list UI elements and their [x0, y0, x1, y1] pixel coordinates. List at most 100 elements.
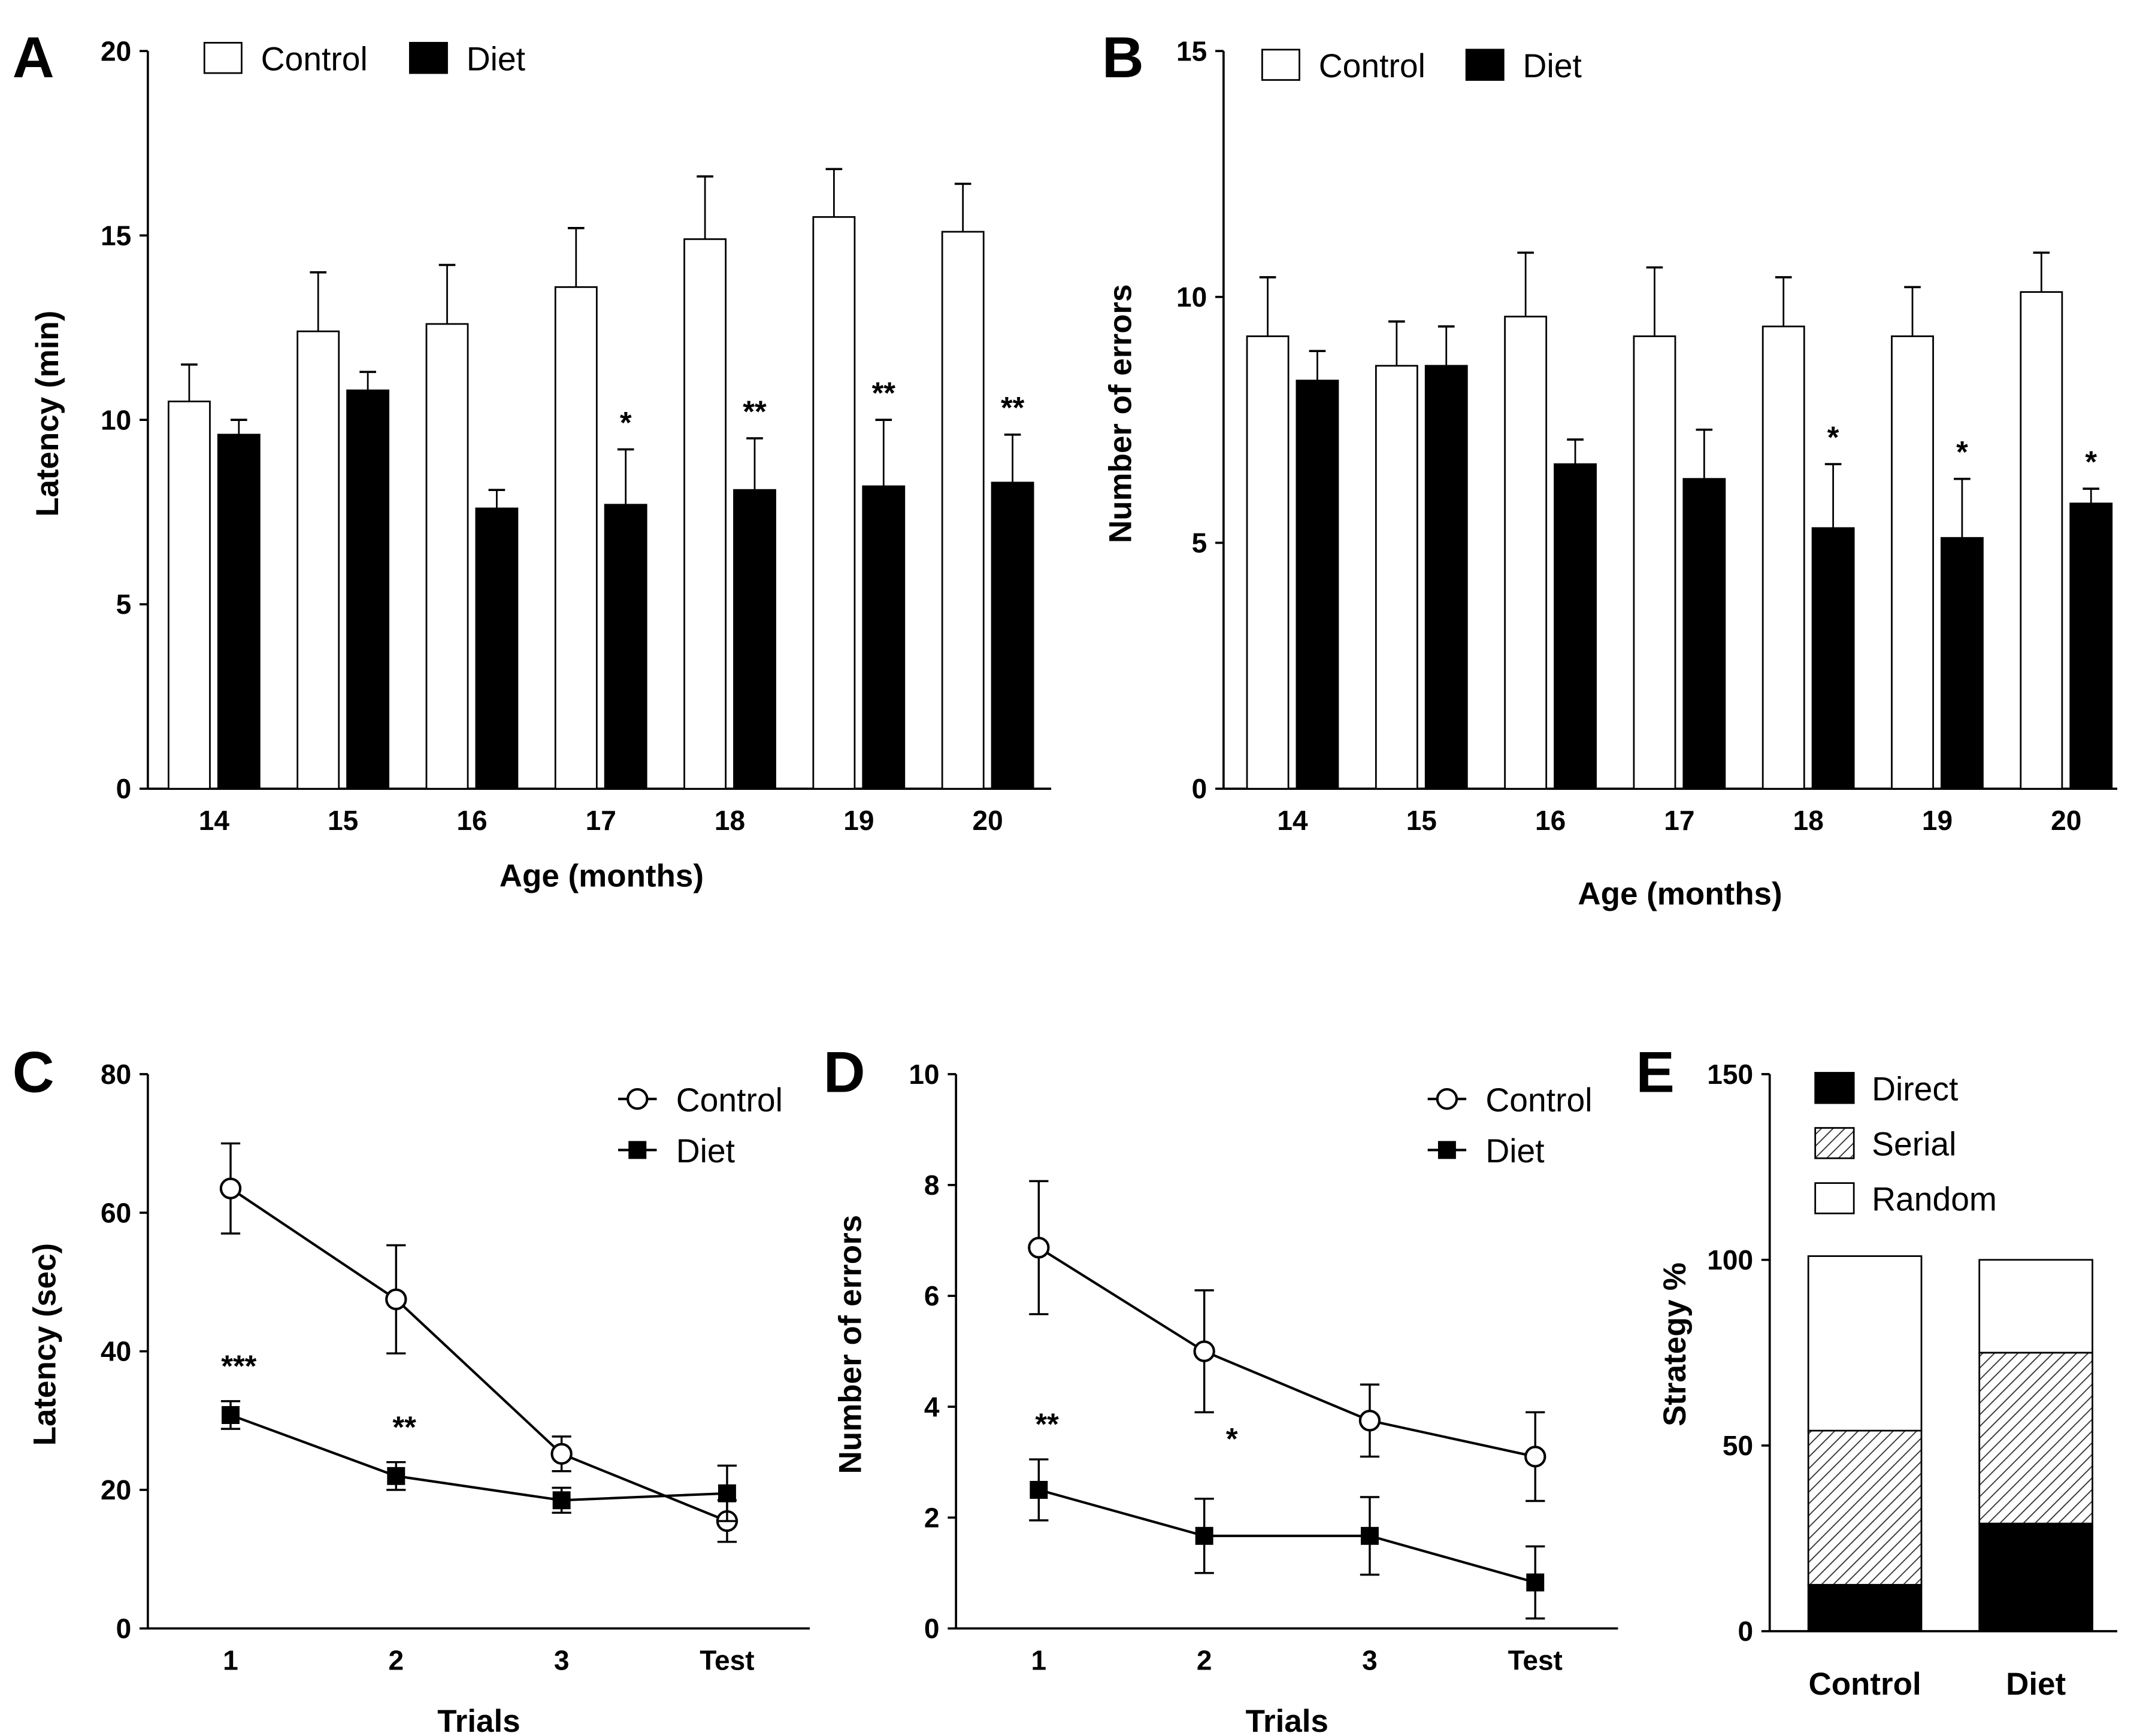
x-tick-label: 2: [389, 1644, 404, 1676]
data-point-diet: [1195, 1526, 1213, 1545]
bar-control: [2020, 291, 2063, 790]
x-tick-label: 14: [199, 805, 230, 836]
data-point-control: [385, 1288, 407, 1310]
legend-swatch-random: [1814, 1182, 1855, 1214]
stack-segment-direct: [1978, 1522, 2093, 1632]
y-tick-label: 0: [116, 1613, 132, 1644]
y-tick-label: 100: [1707, 1244, 1753, 1276]
y-tick-label: 80: [101, 1059, 131, 1090]
bar-diet: [2069, 502, 2113, 790]
x-axis-label: Age (months): [500, 859, 704, 894]
x-tick-label: 1: [223, 1644, 238, 1676]
legend-marker-control: [1436, 1087, 1458, 1110]
legend-label: Diet: [467, 40, 525, 77]
legend-label: Direct: [1872, 1070, 1958, 1107]
y-tick-label: 6: [924, 1280, 940, 1311]
y-axis-label: Strategy %: [1657, 1262, 1693, 1426]
y-tick-label: 60: [101, 1197, 131, 1228]
bar-control: [1633, 335, 1676, 790]
significance-marker: *: [620, 405, 632, 440]
significance-marker: **: [743, 394, 767, 428]
legend-label: Diet: [676, 1132, 735, 1170]
y-tick-label: 20: [101, 1474, 131, 1505]
legend-marker-control: [626, 1087, 649, 1110]
panel-letter: C: [13, 1040, 55, 1105]
bar-control: [1375, 365, 1418, 790]
y-tick-label: 0: [924, 1613, 940, 1644]
x-tick-label: 20: [973, 805, 1003, 836]
panel-letter: A: [13, 25, 55, 90]
bar-diet: [475, 507, 519, 790]
bar-diet: [1554, 463, 1597, 790]
y-tick-label: 15: [101, 220, 131, 251]
x-tick-label: Test: [1508, 1644, 1563, 1676]
bar-control: [1504, 316, 1548, 790]
y-tick-label: 20: [101, 35, 131, 66]
bar-diet: [991, 481, 1034, 790]
bar-diet: [1296, 380, 1339, 790]
y-axis-label: Number of errors: [1103, 284, 1139, 544]
bar-control: [167, 400, 211, 790]
legend-label: Control: [676, 1081, 783, 1119]
x-axis-label: Trials: [437, 1704, 520, 1736]
bar-diet: [217, 434, 261, 790]
x-tick-label: 18: [1793, 805, 1824, 836]
bar-diet: [1811, 527, 1855, 790]
y-tick-label: 0: [1738, 1616, 1753, 1647]
series-line-control: [229, 1187, 728, 1522]
significance-marker: **: [1035, 1407, 1059, 1441]
y-tick-label: 0: [1192, 773, 1207, 804]
x-tick-label: Test: [700, 1644, 754, 1676]
legend-swatch-direct: [1814, 1072, 1855, 1104]
data-point-diet: [1526, 1573, 1545, 1592]
bar-diet: [1424, 365, 1468, 790]
significance-marker: ***: [221, 1349, 256, 1383]
legend-marker-diet: [1437, 1141, 1456, 1159]
stack-segment-direct: [1807, 1584, 1923, 1632]
significance-marker: *: [2085, 444, 2097, 478]
x-tick-label: 17: [1664, 805, 1694, 836]
y-tick-label: 150: [1707, 1059, 1753, 1090]
significance-marker: *: [1956, 435, 1968, 469]
data-point-control: [1028, 1237, 1050, 1259]
legend-swatch-diet: [1465, 49, 1505, 81]
legend-label: Control: [261, 40, 368, 77]
legend-swatch-control: [203, 41, 243, 74]
data-point-control: [1358, 1410, 1381, 1432]
y-tick-label: 15: [1176, 35, 1207, 66]
y-tick-label: 10: [1176, 281, 1207, 313]
y-axis-label: Number of errors: [833, 1215, 868, 1474]
legend-label: Control: [1485, 1081, 1592, 1119]
bar-control: [554, 286, 598, 790]
x-tick-label: 19: [843, 805, 874, 836]
x-tick-label: 20: [2051, 805, 2081, 836]
stack-segment-random: [1807, 1255, 1923, 1432]
bar-control: [683, 238, 727, 790]
y-tick-label: 10: [101, 404, 131, 435]
x-tick-label: 15: [328, 805, 358, 836]
stack-segment-serial: [1978, 1352, 2093, 1525]
x-tick-label: Control: [1808, 1667, 1921, 1702]
y-tick-label: 40: [101, 1336, 131, 1367]
data-point-diet: [718, 1484, 736, 1502]
y-tick-label: 4: [924, 1391, 940, 1422]
x-axis-label: Age (months): [1578, 877, 1782, 912]
panel-letter: D: [824, 1040, 865, 1105]
legend-label: Diet: [1523, 47, 1582, 84]
y-tick-label: 2: [924, 1502, 940, 1533]
bar-control: [1761, 325, 1805, 790]
bar-diet: [346, 389, 390, 790]
y-axis-label: Latency (min): [30, 311, 65, 517]
y-tick-label: 50: [1723, 1430, 1753, 1461]
stack-segment-random: [1978, 1259, 2093, 1354]
x-tick-label: 16: [456, 805, 487, 836]
data-point-diet: [552, 1491, 571, 1510]
y-tick-label: 5: [1192, 528, 1207, 559]
bar-control: [1246, 335, 1290, 790]
data-point-diet: [1030, 1481, 1048, 1499]
significance-marker: **: [392, 1410, 416, 1444]
x-tick-label: 17: [586, 805, 616, 836]
x-tick-label: 19: [1922, 805, 1953, 836]
x-tick-label: 14: [1277, 805, 1308, 836]
